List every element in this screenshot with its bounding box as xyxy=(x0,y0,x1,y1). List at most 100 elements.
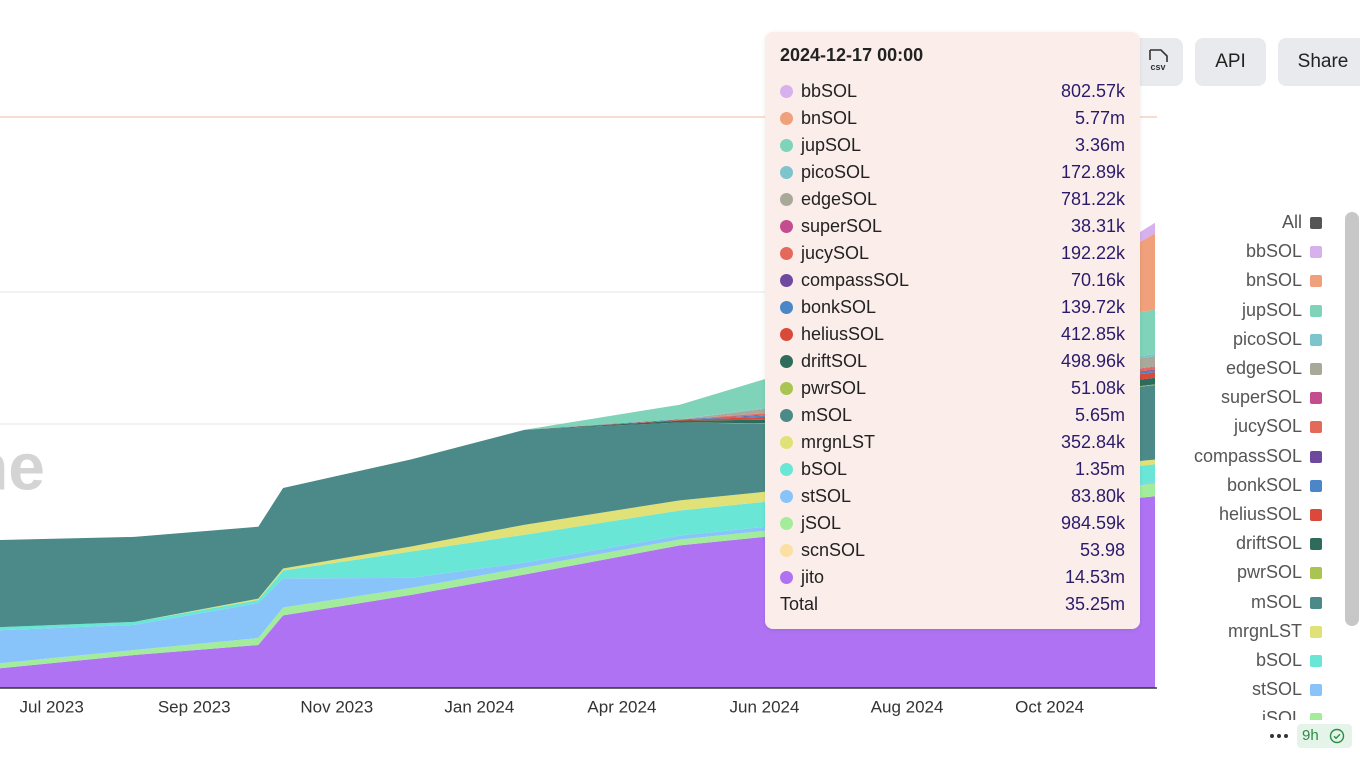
legend-swatch xyxy=(1310,333,1322,346)
tooltip-row: picoSOL 172.89k xyxy=(780,159,1125,186)
tooltip-value: 139.72k xyxy=(1060,297,1125,317)
legend-item[interactable]: compassSOL xyxy=(1194,442,1322,471)
legend-item[interactable]: All xyxy=(1282,208,1322,237)
tooltip-value: 192.22k xyxy=(1060,243,1125,263)
tooltip-swatch xyxy=(780,490,793,503)
tooltip-row: superSOL 38.31k xyxy=(780,213,1125,240)
legend-item[interactable]: heliusSOL xyxy=(1219,500,1322,529)
legend-label: jSOL xyxy=(1261,708,1302,720)
legend-item[interactable]: bSOL xyxy=(1256,646,1322,675)
legend-swatch xyxy=(1310,596,1322,609)
legend-swatch xyxy=(1310,450,1322,463)
tooltip-row: bnSOL 5.77m xyxy=(780,105,1125,132)
tooltip-title: 2024-12-17 00:00 xyxy=(780,45,924,65)
csv-icon: csv xyxy=(1149,49,1168,72)
tooltip-name: driftSOL xyxy=(801,351,868,371)
tooltip-swatch xyxy=(780,247,793,260)
legend-item[interactable]: superSOL xyxy=(1221,383,1322,412)
tooltip-name: superSOL xyxy=(801,216,883,236)
tooltip-value: 412.85k xyxy=(1060,324,1125,344)
tooltip-name: compassSOL xyxy=(801,270,910,290)
more-menu[interactable] xyxy=(1269,731,1289,741)
legend-swatch xyxy=(1310,655,1322,667)
tooltip-total-label: Total xyxy=(780,594,819,614)
tooltip-row: mrgnLST 352.84k xyxy=(780,429,1125,456)
legend-item[interactable]: driftSOL xyxy=(1236,529,1322,558)
tooltip-swatch xyxy=(780,463,793,476)
area xyxy=(0,482,1155,664)
legend-label: heliusSOL xyxy=(1218,504,1302,524)
legend-label: All xyxy=(1281,212,1302,232)
csv-label: csv xyxy=(1150,62,1165,72)
legend-item[interactable]: edgeSOL xyxy=(1226,354,1322,383)
tooltip-row: scnSOL 53.98 xyxy=(780,537,1125,564)
tooltip-value: 802.57k xyxy=(1060,81,1125,101)
tooltip-swatch xyxy=(780,355,793,368)
tooltip-value: 498.96k xyxy=(1060,351,1125,371)
tooltip-row: jSOL 984.59k xyxy=(780,510,1125,537)
freshness-text: 9h xyxy=(1302,727,1319,744)
api-button[interactable]: API xyxy=(1195,38,1266,86)
tooltip-value: 5.65m xyxy=(1074,405,1125,425)
legend-swatch xyxy=(1310,363,1322,375)
legend-label: edgeSOL xyxy=(1225,358,1302,378)
freshness-badge: 9h xyxy=(1297,724,1352,748)
x-tick-label: Nov 2023 xyxy=(300,697,373,716)
x-tick-label: Sep 2023 xyxy=(158,697,231,716)
tooltip-swatch xyxy=(780,328,793,341)
tooltip-swatch xyxy=(780,193,793,206)
tooltip-name: pwrSOL xyxy=(801,378,867,398)
tooltip-name: mSOL xyxy=(801,405,853,425)
legend-label: driftSOL xyxy=(1235,533,1302,554)
tooltip-row: stSOL 83.80k xyxy=(780,483,1125,510)
legend-item[interactable]: jupSOL xyxy=(1242,296,1322,325)
legend-swatch xyxy=(1310,479,1322,492)
legend-item[interactable]: mrgnLST xyxy=(1228,617,1322,646)
tooltip-total-value: 35.25m xyxy=(1064,594,1125,614)
legend-item[interactable]: picoSOL xyxy=(1233,325,1322,354)
tooltip-name: stSOL xyxy=(801,486,852,506)
tooltip-swatch xyxy=(780,166,793,179)
x-tick-label: Jan 2024 xyxy=(444,697,514,716)
tooltip-row: bbSOL 802.57k xyxy=(780,78,1125,105)
legend-item[interactable]: jucySOL xyxy=(1234,412,1322,441)
legend-swatch xyxy=(1310,625,1322,638)
tooltip-swatch xyxy=(780,220,793,233)
legend-item[interactable]: jSOL xyxy=(1262,704,1322,720)
legend-swatch xyxy=(1310,275,1322,288)
check-icon xyxy=(1329,728,1345,744)
x-tick-label: Jul 2023 xyxy=(20,697,84,716)
legend-item[interactable]: bonkSOL xyxy=(1227,471,1322,500)
tooltip-swatch xyxy=(780,571,793,584)
legend-label: stSOL xyxy=(1251,679,1302,700)
legend-label: bSOL xyxy=(1255,650,1302,670)
legend-swatch xyxy=(1310,713,1322,720)
legend-item[interactable]: pwrSOL xyxy=(1237,558,1322,587)
tooltip-value: 38.31k xyxy=(1070,216,1125,236)
x-tick-label: Aug 2024 xyxy=(871,697,944,716)
tooltip-swatch xyxy=(780,274,793,287)
tooltip-name: edgeSOL xyxy=(801,189,878,209)
legend-label: compassSOL xyxy=(1193,445,1302,466)
tooltip-swatch xyxy=(780,139,793,152)
tooltip-value: 51.08k xyxy=(1070,378,1125,398)
legend-item[interactable]: bbSOL xyxy=(1246,237,1322,266)
legend-label: superSOL xyxy=(1220,387,1302,408)
legend-item[interactable]: bnSOL xyxy=(1246,266,1322,295)
legend-swatch xyxy=(1310,538,1322,551)
legend-item[interactable]: stSOL xyxy=(1252,675,1322,704)
legend-swatch xyxy=(1310,304,1322,317)
tooltip-row: jupSOL 3.36m xyxy=(780,132,1125,159)
scrollbar[interactable] xyxy=(1345,212,1359,626)
tooltip-name: bbSOL xyxy=(801,81,858,101)
tooltip-swatch xyxy=(780,382,793,395)
tooltip: 2024-12-17 00:00 bbSOL 802.57k bnSOL 5.77m j… xyxy=(765,32,1140,629)
tooltip-name: heliusSOL xyxy=(801,324,885,344)
tooltip-value: 3.36m xyxy=(1074,135,1125,155)
share-button[interactable]: Share xyxy=(1278,38,1360,86)
legend-item[interactable]: mSOL xyxy=(1251,588,1322,617)
csv-button[interactable]: csv xyxy=(1133,38,1183,86)
tooltip-name: bnSOL xyxy=(801,108,858,128)
